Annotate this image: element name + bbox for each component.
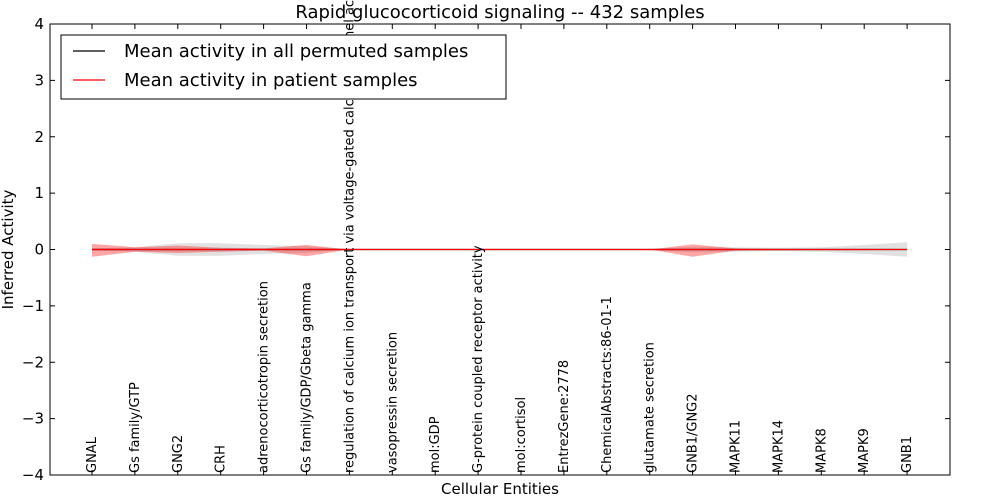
entity-label: GNB1/GNG2 bbox=[686, 393, 701, 473]
entity-label: mol:cortisol bbox=[514, 397, 529, 473]
band-patient bbox=[92, 243, 908, 257]
entity-label: MAPK14 bbox=[771, 420, 786, 473]
legend: Mean activity in all permuted samples Mea… bbox=[60, 34, 507, 100]
x-axis bbox=[91, 24, 908, 475]
entity-label: ChemicalAbstracts:86-01-1 bbox=[600, 296, 615, 473]
entity-label: MAPK11 bbox=[729, 420, 744, 473]
y-tick-label: −4 bbox=[22, 466, 44, 484]
chart-title: Rapid glucocorticoid signaling -- 432 sa… bbox=[295, 2, 704, 23]
confidence-bands bbox=[92, 242, 908, 257]
entity-label: vasopressin secretion bbox=[385, 332, 400, 473]
legend-label: Mean activity in all permuted samples bbox=[124, 41, 468, 62]
entity-label: Gs family/GDP/Gbeta gamma bbox=[300, 282, 315, 473]
entity-label: glutamate secretion bbox=[643, 342, 658, 473]
y-tick-label: 3 bbox=[34, 71, 44, 89]
x-axis-label: Cellular Entities bbox=[441, 480, 559, 498]
entity-label: Gs family/GTP bbox=[128, 382, 143, 473]
y-tick-label: 1 bbox=[34, 184, 44, 202]
y-tick-label: 0 bbox=[34, 241, 44, 259]
band-permuted bbox=[92, 242, 908, 257]
entity-label: GNB1 bbox=[900, 436, 915, 473]
y-axis: −4 −3 −2 −1 0 1 2 3 4 bbox=[22, 15, 950, 484]
entity-label: CRH bbox=[214, 445, 229, 473]
entity-label: GNAL bbox=[85, 436, 100, 473]
legend-label: Mean activity in patient samples bbox=[124, 70, 418, 91]
entity-label: GNG2 bbox=[171, 435, 186, 473]
y-tick-label: −1 bbox=[22, 297, 44, 315]
y-axis-label: Inferred Activity bbox=[0, 189, 17, 309]
entity-label: regulation of calcium ion transport via … bbox=[342, 0, 357, 473]
legend-box bbox=[60, 34, 507, 100]
y-tick-label: 4 bbox=[34, 15, 44, 33]
entity-labels: GNAL Gs family/GTP GNG2 CRH adrenocorticotro… bbox=[85, 0, 915, 473]
entity-label: G-protein coupled receptor activity bbox=[471, 245, 486, 473]
entity-label: MAPK8 bbox=[814, 428, 829, 473]
y-tick-label: 2 bbox=[34, 128, 44, 146]
y-tick-label: −3 bbox=[22, 410, 44, 428]
entity-label: mol:GDP bbox=[428, 416, 443, 473]
y-tick-label: −2 bbox=[22, 353, 44, 371]
entity-label: MAPK9 bbox=[857, 428, 872, 473]
entity-label: EntrezGene:2778 bbox=[557, 360, 572, 473]
entity-label: adrenocorticotropin secretion bbox=[257, 281, 272, 473]
